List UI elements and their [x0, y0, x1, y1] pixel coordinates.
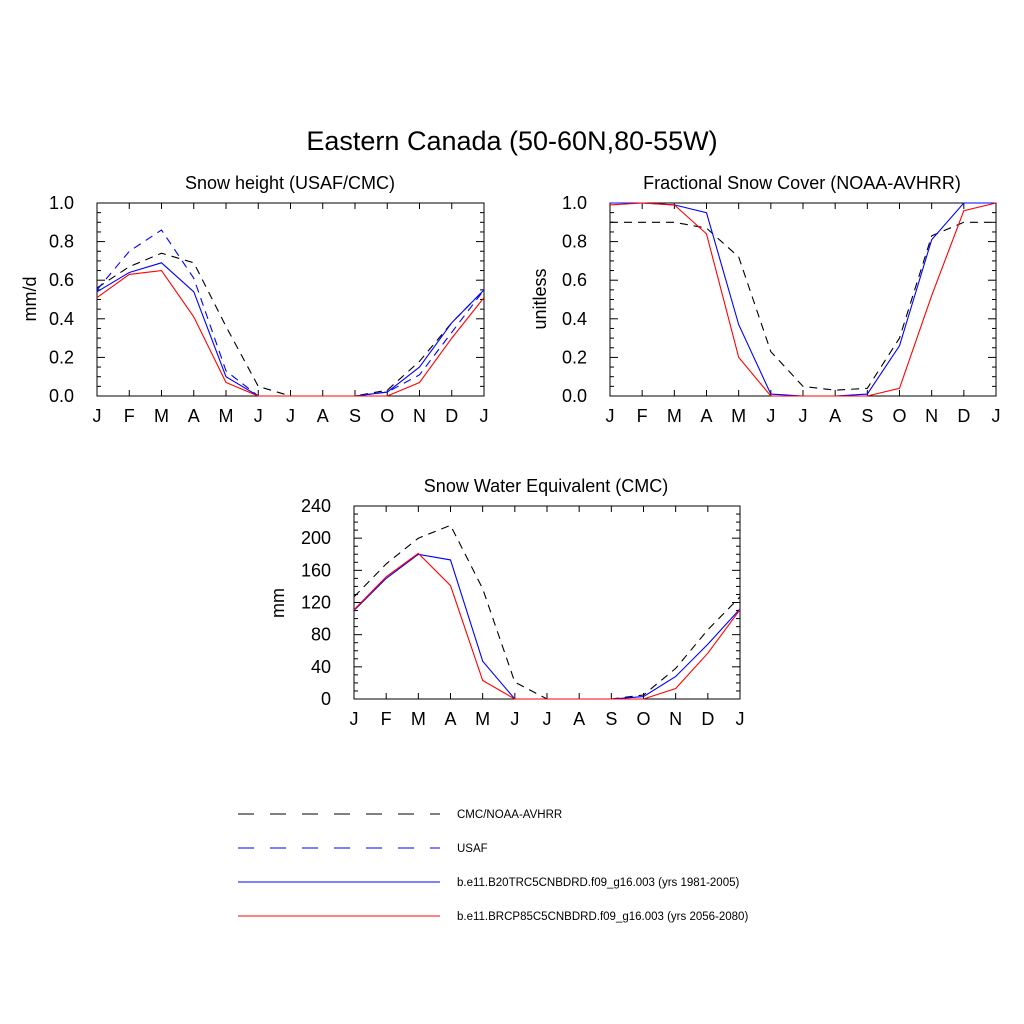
series-line: [96, 270, 485, 397]
x-tick-label: M: [667, 406, 682, 426]
y-axis-label: mm/d: [20, 277, 40, 322]
y-tick-label: 0.2: [49, 347, 74, 367]
x-tick-label: J: [799, 406, 808, 426]
x-tick-label: D: [701, 709, 714, 729]
figure-title: Eastern Canada (50-60N,80-55W): [306, 126, 717, 156]
x-tick-label: A: [188, 406, 200, 426]
series-line: [96, 229, 485, 397]
x-tick-label: N: [669, 709, 682, 729]
x-tick-label: F: [637, 406, 648, 426]
series-line: [610, 221, 996, 391]
x-tick-label: J: [606, 406, 615, 426]
series-line: [610, 202, 996, 397]
x-tick-label: O: [636, 709, 650, 729]
series-line: [353, 552, 741, 700]
y-tick-label: 0.0: [49, 386, 74, 406]
x-tick-label: F: [381, 709, 392, 729]
x-tick-label: O: [380, 406, 394, 426]
legend-label: b.e11.B20TRC5CNBDRD.f09_g16.003 (yrs 198…: [457, 877, 739, 889]
x-tick-label: N: [925, 406, 938, 426]
y-tick-label: 0.0: [562, 386, 587, 406]
series-line: [353, 524, 741, 700]
x-tick-label: J: [480, 406, 489, 426]
panel-title: Snow height (USAF/CMC): [185, 173, 395, 193]
x-tick-label: M: [154, 406, 169, 426]
x-tick-label: S: [861, 406, 873, 426]
y-tick-label: 0.6: [562, 270, 587, 290]
x-tick-label: A: [829, 406, 841, 426]
x-tick-label: M: [731, 406, 746, 426]
y-tick-label: 0.4: [562, 309, 587, 329]
y-tick-label: 40: [311, 657, 331, 677]
x-tick-label: J: [286, 406, 295, 426]
panel-title: Fractional Snow Cover (NOAA-AVHRR): [643, 173, 961, 193]
x-tick-label: A: [317, 406, 329, 426]
x-tick-label: J: [992, 406, 1001, 426]
y-tick-label: 120: [301, 593, 331, 613]
y-tick-label: 0.2: [562, 347, 587, 367]
series-line: [96, 262, 485, 397]
x-tick-label: J: [510, 709, 519, 729]
x-tick-label: O: [892, 406, 906, 426]
y-tick-label: 1.0: [49, 193, 74, 213]
x-tick-label: S: [605, 709, 617, 729]
plot-frame: [96, 202, 485, 397]
series-line: [96, 252, 485, 397]
x-tick-label: A: [700, 406, 712, 426]
x-tick-label: D: [957, 406, 970, 426]
x-tick-label: J: [350, 709, 359, 729]
x-tick-label: J: [543, 709, 552, 729]
y-tick-label: 240: [301, 496, 331, 516]
y-axis-label: mm: [268, 588, 288, 618]
x-tick-label: J: [766, 406, 775, 426]
x-tick-label: S: [349, 406, 361, 426]
y-tick-label: 160: [301, 560, 331, 580]
x-tick-label: M: [411, 709, 426, 729]
x-tick-label: D: [445, 406, 458, 426]
y-tick-label: 0.6: [49, 270, 74, 290]
series-line: [353, 553, 741, 700]
x-tick-label: A: [573, 709, 585, 729]
panel-fractional-snow-cover: Fractional Snow Cover (NOAA-AVHRR) unitl…: [530, 173, 1001, 426]
y-axis-label: unitless: [530, 268, 550, 329]
x-tick-label: M: [475, 709, 490, 729]
y-tick-label: 0.8: [49, 232, 74, 252]
legend-label: b.e11.BRCP85C5CNBDRD.f09_g16.003 (yrs 20…: [457, 911, 748, 923]
y-tick-label: 80: [311, 625, 331, 645]
y-tick-label: 0: [321, 689, 331, 709]
x-tick-label: F: [124, 406, 135, 426]
x-tick-label: J: [93, 406, 102, 426]
legend: CMC/NOAA-AVHRR USAF b.e11.B20TRC5CNBDRD.f0…: [238, 809, 748, 923]
legend-label: USAF: [457, 843, 488, 855]
x-tick-label: N: [413, 406, 426, 426]
series-line: [609, 202, 997, 397]
x-tick-label: A: [444, 709, 456, 729]
x-tick-label: J: [736, 709, 745, 729]
x-tick-label: M: [219, 406, 234, 426]
legend-label: CMC/NOAA-AVHRR: [457, 809, 562, 821]
y-tick-label: 0.8: [562, 232, 587, 252]
y-tick-label: 1.0: [562, 193, 587, 213]
y-tick-label: 200: [301, 528, 331, 548]
panel-title: Snow Water Equivalent (CMC): [424, 476, 668, 496]
y-tick-label: 0.4: [49, 309, 74, 329]
x-tick-label: J: [254, 406, 263, 426]
